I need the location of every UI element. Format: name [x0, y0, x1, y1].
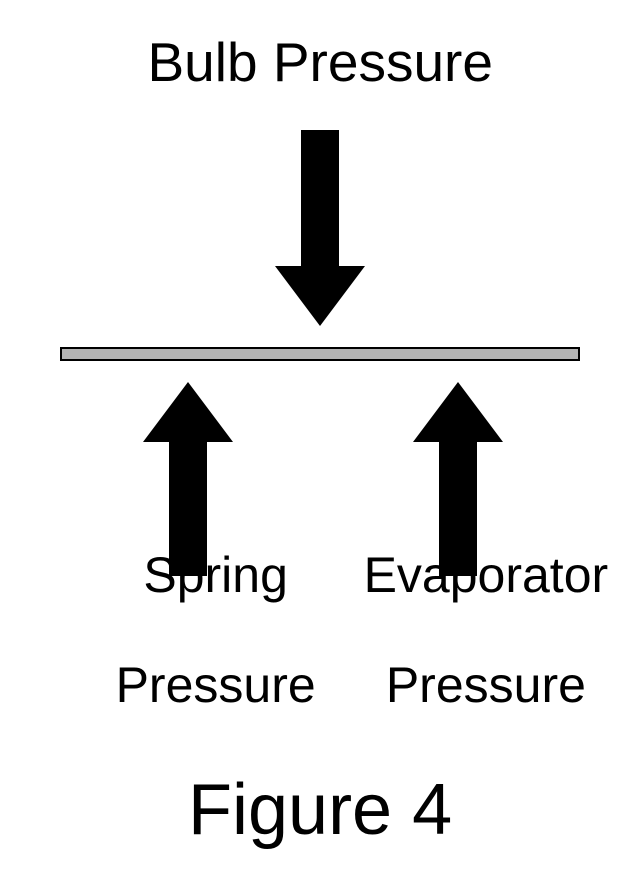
bottom-right-label-line2: Pressure [386, 657, 586, 713]
arrow-down-icon [275, 130, 365, 326]
divider-bar [60, 347, 580, 361]
bottom-left-label: Spring Pressure [60, 493, 316, 768]
diagram-canvas: Bulb Pressure Spring Pressure Evaporator… [0, 0, 640, 884]
bottom-right-label: Evaporator Pressure [308, 493, 608, 768]
bottom-left-label-line2: Pressure [116, 657, 316, 713]
bottom-left-label-line1: Spring [143, 547, 288, 603]
top-label: Bulb Pressure [148, 32, 493, 93]
bottom-right-label-line1: Evaporator [364, 547, 609, 603]
figure-caption: Figure 4 [188, 771, 452, 850]
